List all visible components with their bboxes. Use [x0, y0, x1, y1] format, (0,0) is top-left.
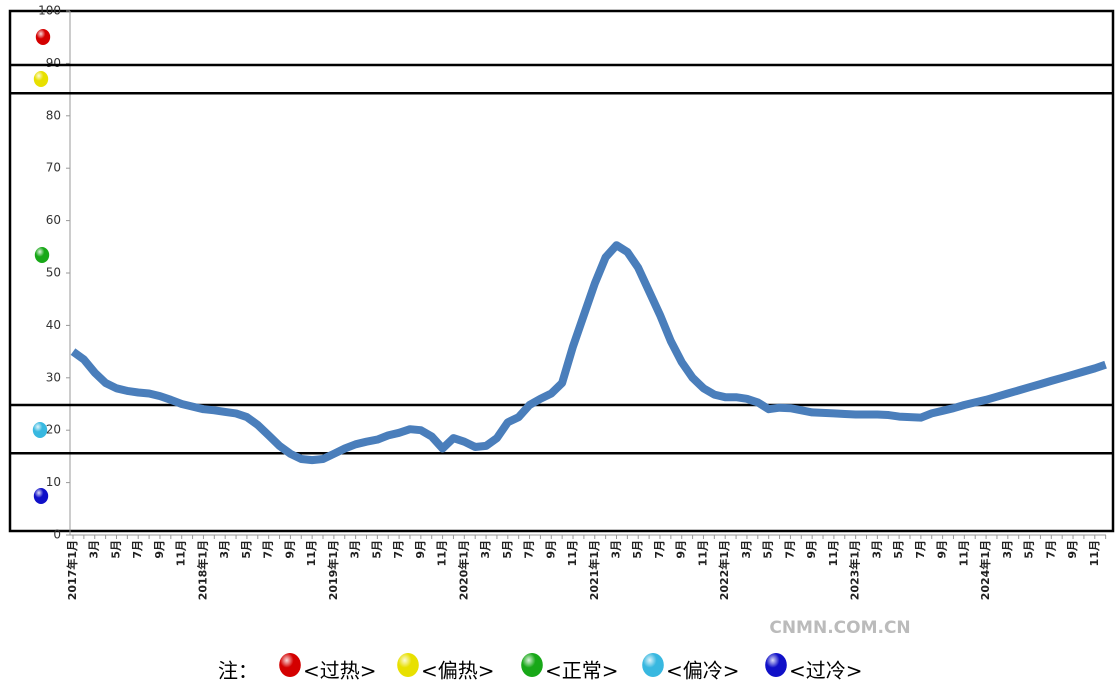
x-tick-label: 3月 — [218, 540, 231, 559]
x-tick-label: 7月 — [131, 540, 144, 559]
x-tick-label: 2018年1月 — [195, 540, 209, 600]
legend-label: <偏热> — [421, 659, 495, 683]
x-tick-label: 7月 — [1044, 540, 1057, 559]
x-tick-label: 5月 — [109, 540, 122, 559]
watermark: CNMN.COM.CN — [769, 618, 910, 638]
x-tick-label: 2023年1月 — [848, 540, 862, 600]
x-tick-label: 9月 — [936, 540, 949, 559]
x-tick-label: 7月 — [653, 540, 666, 559]
x-tick-label: 3月 — [349, 540, 362, 559]
y-tick-label: 60 — [46, 213, 61, 227]
x-tick-label: 3月 — [870, 540, 883, 559]
y-tick-label: 90 — [46, 56, 61, 70]
x-tick-label: 5月 — [240, 540, 253, 559]
x-tick-label: 11月 — [957, 540, 970, 566]
x-tick-label: 9月 — [153, 540, 166, 559]
ball-shine — [34, 247, 50, 263]
legend-label: <过热> — [303, 659, 377, 683]
x-tick-label: 3月 — [88, 540, 101, 559]
y-tick-label: 50 — [46, 266, 61, 280]
ball-shine — [521, 653, 543, 677]
x-tick-label: 5月 — [501, 540, 514, 559]
x-tick-label: 2020年1月 — [456, 540, 470, 600]
x-tick-label: 7月 — [783, 540, 796, 559]
ball-shine — [33, 488, 49, 504]
x-tick-label: 2019年1月 — [326, 540, 340, 600]
legend-label: <正常> — [545, 659, 619, 683]
legend-title: 注： — [218, 659, 258, 683]
x-tick-label: 7月 — [914, 540, 927, 559]
y-tick-label: 80 — [46, 108, 61, 122]
x-tick-label: 2022年1月 — [717, 540, 731, 600]
x-tick-label: 11月 — [566, 540, 579, 566]
ball-shine — [397, 653, 419, 677]
x-tick-label: 7月 — [392, 540, 405, 559]
x-tick-label: 7月 — [262, 540, 275, 559]
x-tick-label: 11月 — [175, 540, 188, 566]
x-tick-label: 9月 — [414, 540, 427, 559]
ball-shine — [765, 653, 787, 677]
x-tick-label: 11月 — [696, 540, 709, 566]
ball-shine — [279, 653, 301, 677]
legend-label: <过冷> — [789, 659, 863, 683]
x-tick-label: 11月 — [827, 540, 840, 566]
x-tick-label: 3月 — [610, 540, 623, 559]
ball-shine — [35, 29, 51, 45]
x-tick-label: 3月 — [479, 540, 492, 559]
legend-label: <偏冷> — [666, 659, 740, 683]
x-tick-label: 11月 — [436, 540, 449, 566]
x-tick-label: 11月 — [1088, 540, 1101, 566]
ball-shine — [33, 71, 49, 87]
x-tick-label: 9月 — [283, 540, 296, 559]
x-tick-label: 3月 — [1001, 540, 1014, 559]
x-tick-label: 2017年1月 — [65, 540, 79, 600]
x-tick-label: 9月 — [1066, 540, 1079, 559]
y-tick-label: 10 — [46, 475, 61, 489]
x-tick-label: 2021年1月 — [587, 540, 601, 600]
frame — [8, 9, 1115, 533]
x-tick-label: 11月 — [305, 540, 318, 566]
x-tick-label: 5月 — [631, 540, 644, 559]
data-line — [70, 241, 1107, 465]
x-tick-label: 3月 — [740, 540, 753, 559]
y-tick-label: 70 — [46, 161, 61, 175]
x-tick-label: 9月 — [805, 540, 818, 559]
y-tick-label: 20 — [46, 423, 61, 437]
ball-shine — [32, 422, 48, 438]
x-tick-label: 5月 — [762, 540, 775, 559]
x-tick-label: 9月 — [544, 540, 557, 559]
x-tick-label: 5月 — [1023, 540, 1036, 559]
x-tick-label: 5月 — [370, 540, 383, 559]
ball-shine — [642, 653, 664, 677]
x-tick-label: 7月 — [523, 540, 536, 559]
x-tick-label: 5月 — [892, 540, 905, 559]
y-tick-label: 40 — [46, 318, 61, 332]
x-tick-label: 9月 — [675, 540, 688, 559]
y-tick-label: 100 — [38, 4, 61, 18]
x-tick-label: 2024年1月 — [978, 540, 992, 600]
y-tick-label: 30 — [46, 370, 61, 384]
y-tick-label: 0 — [53, 528, 61, 542]
